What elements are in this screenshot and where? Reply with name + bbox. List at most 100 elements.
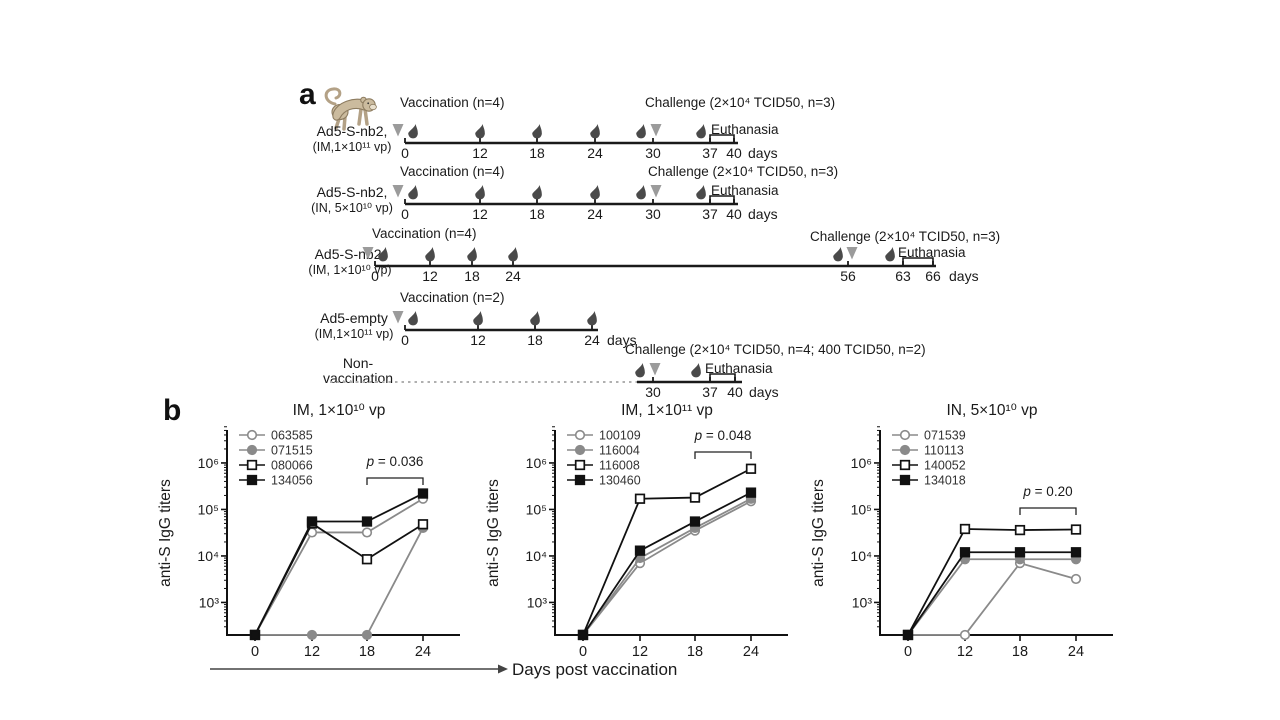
blood-drop-icon [885, 247, 895, 262]
marker-square-open [246, 459, 258, 471]
x-tick-label: 12 [304, 644, 320, 660]
y-tick-label: 10³ [527, 594, 548, 610]
y-tick-label: 10⁵ [198, 501, 219, 517]
group-dose-label: (IM,1×10¹¹ vp) [313, 140, 392, 154]
x-tick-label: 18 [359, 644, 375, 660]
timeline-tick-label: 18 [529, 145, 545, 161]
legend-label: 130460 [599, 474, 641, 488]
marker-square-open [1070, 524, 1082, 535]
y-tick-label: 10⁶ [198, 455, 219, 471]
group-name-label: Ad5-empty [320, 310, 388, 326]
monkey-leg [342, 115, 347, 131]
marker-square-filled [902, 629, 914, 641]
blood-drop-icon [408, 185, 418, 200]
timeline-tick-label: 0 [371, 268, 379, 284]
marker-circle-filled [361, 629, 373, 641]
marker-square-open [899, 459, 911, 471]
marker-circle-filled [899, 444, 911, 456]
legend-entry-071515: 071515 [239, 444, 313, 458]
series-line-063585 [254, 497, 424, 636]
legend-label: 140052 [924, 459, 966, 473]
y-tick-label: 10⁴ [525, 548, 547, 564]
marker-square-open [361, 554, 373, 565]
marker-square-open [689, 492, 701, 503]
x-tick-label: 12 [957, 644, 973, 660]
series-line-080066 [254, 522, 424, 636]
challenge-label: Challenge (2×10⁴ TCID50, n=3) [645, 95, 835, 110]
blood-drop-icon [590, 185, 600, 200]
line-chart-im-1e11: IM, 1×10¹¹ vp 10³ 10⁴ 10⁵ 10⁶ 0 12 18 24 anti-S I… [485, 402, 788, 660]
legend-entry-116008: 116008 [567, 459, 640, 473]
marker-square-filled [1014, 547, 1026, 558]
marker-square-open [959, 523, 971, 535]
marker-square-filled [246, 474, 258, 486]
timeline-tick-label: 12 [472, 206, 488, 222]
vaccination-label: Vaccination (n=4) [400, 95, 504, 110]
blood-drop-icon [636, 185, 646, 200]
legend-entry-140052: 140052 [892, 459, 966, 473]
timeline-tick-label: 30 [645, 145, 661, 161]
series-line-116008 [582, 467, 752, 636]
timeline-row-ad5-empty-im-1e11: Ad5-empty(IM,1×10¹¹ vp) Vaccination (n=2)… [315, 290, 637, 348]
timeline-tick-label: 12 [470, 332, 486, 348]
vaccination-label: Vaccination (n=2) [400, 290, 504, 305]
vaccination-label: Vaccination (n=4) [372, 226, 476, 241]
group-dose-label: (IM, 1×10¹⁰ vp) [308, 263, 391, 277]
group-dose-label: (IM,1×10¹¹ vp) [315, 327, 394, 341]
timeline-tick-label: 40 [726, 206, 742, 222]
timeline-tick-label: 0 [401, 332, 409, 348]
monkey-eye [367, 102, 370, 105]
legend-entry-116004: 116004 [567, 444, 640, 458]
x-tick-label: 0 [251, 644, 259, 660]
series-line-110113 [907, 558, 1076, 636]
series-line-140052 [907, 528, 1077, 636]
blood-drop-icon [532, 124, 542, 139]
marker-square-open [574, 459, 586, 471]
marker-circle-filled [306, 629, 318, 641]
significance-bracket [694, 451, 752, 459]
significance-bracket [366, 477, 424, 485]
timeline-tick-label: 0 [401, 206, 409, 222]
blood-drop-icon [408, 311, 418, 326]
injection-marker-icon [650, 185, 662, 198]
timeline-tick-label: 37 [702, 206, 718, 222]
group-dose-label: (IN, 5×10¹⁰ vp) [311, 201, 393, 215]
x-tick-label: 18 [687, 644, 703, 660]
timeline-tick-label: 30 [645, 384, 661, 400]
line-chart-im-1e10: IM, 1×10¹⁰ vp 10³ 10⁴ 10⁵ 10⁶ 0 12 18 24 anti-S I… [157, 402, 460, 660]
marker-square-filled [1070, 547, 1082, 558]
x-tick-label: 24 [415, 644, 431, 660]
y-axis-label: anti-S IgG titers [810, 479, 827, 587]
legend-entry-130460: 130460 [567, 474, 641, 488]
y-tick-label: 10³ [852, 594, 873, 610]
marker-square-filled [959, 547, 971, 558]
injection-marker-icon [649, 363, 661, 376]
blood-drop-icon [691, 363, 701, 378]
timeline-tick-label: 40 [727, 384, 743, 400]
marker-circle-filled [574, 444, 586, 456]
blood-drop-icon [408, 124, 418, 139]
blood-drop-icon [475, 185, 485, 200]
timeline-tick-label: 24 [587, 145, 603, 161]
euthanasia-bracket [902, 257, 934, 265]
x-tick-label: 18 [1012, 644, 1028, 660]
timeline-row-non-vaccination: Non-vaccination Challenge (2×10⁴ TCID50, … [323, 342, 926, 400]
marker-circle-open [1070, 573, 1082, 585]
marker-circle-open [899, 429, 911, 441]
injection-marker-icon [392, 124, 404, 137]
marker-square-open [417, 519, 429, 530]
panel-b-label: b [163, 394, 182, 427]
y-tick-label: 10⁶ [526, 455, 547, 471]
macaque-monkey-icon [324, 87, 377, 131]
blood-drop-icon [425, 247, 435, 262]
timeline-tick-label: 37 [702, 384, 718, 400]
challenge-label: Challenge (2×10⁴ TCID50, n=4; 400 TCID50… [625, 342, 926, 357]
blood-drop-icon [508, 247, 518, 262]
injection-marker-icon [392, 311, 404, 324]
marker-circle-open [959, 629, 971, 641]
timeline-tick-label: 18 [527, 332, 543, 348]
blood-drop-icon [636, 124, 646, 139]
blood-drop-icon [475, 124, 485, 139]
x-tick-label: 24 [1068, 644, 1084, 660]
